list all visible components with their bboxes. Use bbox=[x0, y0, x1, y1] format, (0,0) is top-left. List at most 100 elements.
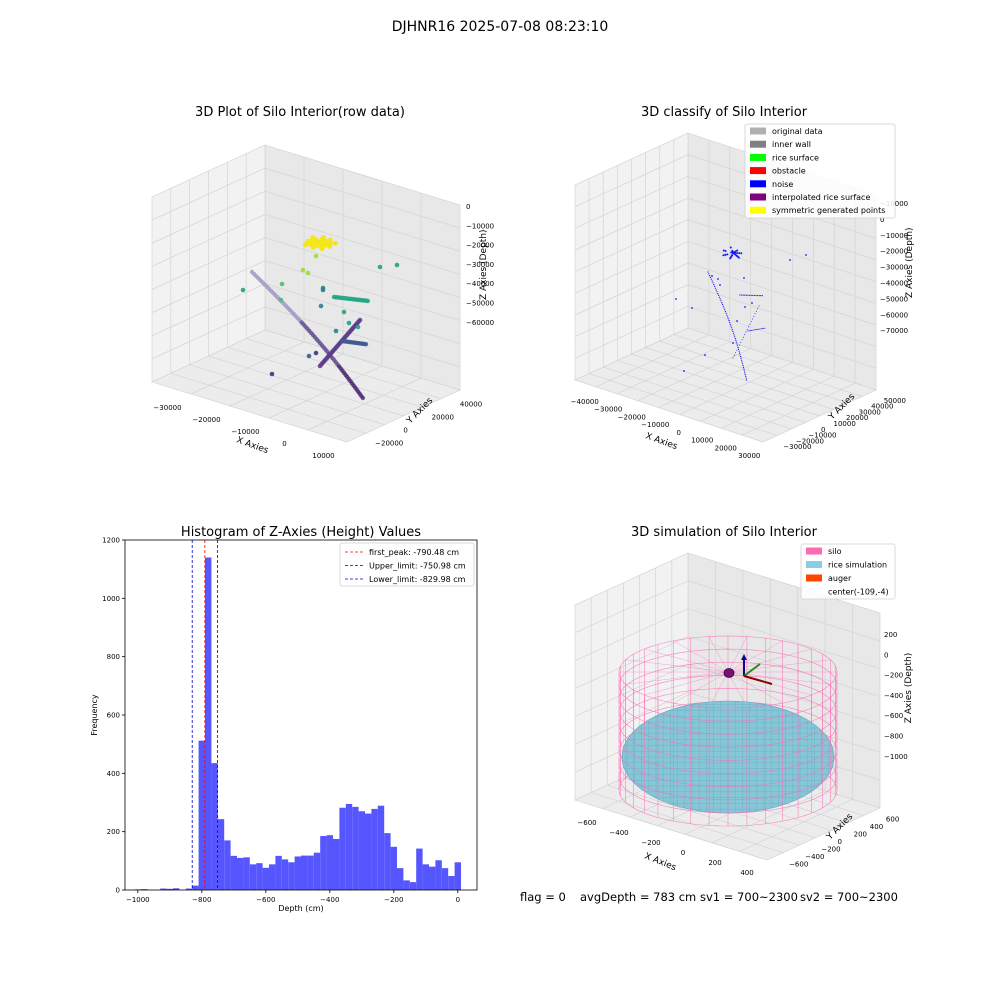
simulation-legend-label: auger bbox=[828, 574, 852, 583]
classify-legend-swatch bbox=[750, 193, 766, 201]
histogram-bar bbox=[211, 763, 218, 890]
raw-3d-point bbox=[346, 320, 352, 326]
histogram-bar bbox=[371, 808, 378, 890]
raw-3d-point bbox=[300, 267, 306, 273]
floor-grid-line bbox=[616, 341, 730, 395]
simulation-3d-z-ticks: 200 0 −200 −400 −600 −800 −1000 bbox=[884, 631, 908, 761]
raw-3d-x-ticks: −30000 −20000 −10000 0 10000 bbox=[153, 404, 334, 460]
classify-3d-point bbox=[750, 294, 752, 296]
histogram-bar bbox=[358, 811, 365, 890]
classify-3d-point bbox=[718, 294, 720, 296]
histogram-bar bbox=[403, 880, 410, 890]
histogram-bar bbox=[281, 859, 289, 890]
classify-3d-point bbox=[736, 349, 738, 351]
raw-3d-point bbox=[363, 342, 369, 347]
histogram-bar bbox=[416, 848, 423, 890]
classify-3d-point bbox=[747, 294, 749, 296]
classify-3d-point bbox=[709, 275, 711, 277]
classify-3d-point bbox=[755, 310, 757, 312]
raw-3d-point bbox=[302, 242, 309, 248]
classify-3d-x-tick-label: 10000 bbox=[691, 437, 713, 445]
classify-3d-point bbox=[734, 338, 736, 340]
floor-grid-line bbox=[617, 360, 806, 423]
classify-3d-point bbox=[805, 254, 807, 256]
classify-3d-point bbox=[745, 379, 748, 381]
classify-3d-point bbox=[747, 330, 749, 332]
floor-grid-line bbox=[631, 353, 820, 417]
classify-3d-plot: 3D classify of Silo Interior −40000−3000… bbox=[571, 105, 915, 460]
classify-3d-point bbox=[724, 311, 727, 313]
simulation-3d-z-tick-label: −400 bbox=[884, 692, 903, 700]
histogram-reference-lines bbox=[191, 540, 218, 890]
wall-grid-line bbox=[574, 608, 881, 670]
classify-3d-point bbox=[751, 302, 753, 304]
classify-3d-y-tick-label: −10000 bbox=[808, 432, 836, 440]
classify-3d-point bbox=[716, 291, 718, 293]
histogram-y-tick-label: 1000 bbox=[102, 595, 120, 603]
histogram-bar bbox=[333, 838, 340, 890]
histogram-bar bbox=[409, 882, 417, 890]
classify-3d-point bbox=[735, 339, 737, 341]
histogram-bar bbox=[326, 835, 333, 890]
classify-3d-point bbox=[761, 328, 763, 330]
silo-ring bbox=[618, 763, 838, 801]
simulation-legend-label: rice simulation bbox=[828, 561, 887, 570]
classify-3d-point bbox=[734, 336, 736, 338]
silo-ring bbox=[618, 750, 838, 787]
classify-3d-point bbox=[757, 308, 759, 310]
raw-3d-point bbox=[326, 243, 333, 249]
floor-grid-line bbox=[679, 362, 793, 415]
classify-legend-label: symmetric generated points bbox=[772, 206, 885, 215]
histogram-legend-frame bbox=[339, 542, 475, 587]
silo-roof-spoke bbox=[727, 640, 783, 673]
classify-3d-point bbox=[758, 305, 760, 307]
histogram-bar bbox=[313, 852, 321, 890]
simulation-3d-x-tick-label: −200 bbox=[641, 839, 660, 847]
simulation-legend-swatch bbox=[806, 561, 822, 568]
classify-3d-point bbox=[737, 256, 740, 259]
classify-3d-y-tick-label: −30000 bbox=[783, 443, 811, 451]
wall-grid-line bbox=[574, 580, 881, 642]
histogram-bar bbox=[307, 855, 314, 890]
simulation-3d-z-tick-label: 0 bbox=[884, 651, 888, 659]
silo-ring bbox=[618, 789, 838, 827]
raw-3d-point bbox=[360, 395, 366, 401]
raw-3d-point bbox=[394, 262, 400, 268]
histogram-x-tick-label: −200 bbox=[384, 896, 403, 904]
histogram-bar bbox=[205, 557, 212, 890]
silo-ring bbox=[618, 648, 838, 686]
silo-ring bbox=[618, 776, 838, 814]
raw-3d-point bbox=[278, 297, 284, 303]
histogram-bar bbox=[173, 888, 180, 890]
silo-roof-spoke bbox=[644, 671, 729, 696]
histogram-bar bbox=[243, 857, 250, 890]
classify-3d-point bbox=[737, 347, 739, 349]
silo-roof-spoke bbox=[673, 640, 729, 673]
classify-3d-point bbox=[731, 327, 733, 329]
histogram-y-tick-label: 1200 bbox=[102, 537, 120, 545]
classify-3d-point bbox=[758, 295, 760, 297]
histogram-bars bbox=[134, 557, 461, 890]
status-sv2: sv2 = 700~2300 bbox=[800, 890, 898, 904]
classify-3d-point bbox=[754, 329, 756, 331]
simulation-3d-z-tick-label: 200 bbox=[884, 631, 897, 639]
silo-ring bbox=[618, 635, 838, 673]
histogram-bar bbox=[269, 864, 276, 890]
classify-3d-point bbox=[717, 293, 719, 295]
silo-roof-spoke bbox=[644, 648, 729, 673]
classify-3d-point bbox=[704, 354, 706, 356]
classify-legend-label: inner wall bbox=[772, 140, 811, 149]
classify-3d-point bbox=[751, 329, 753, 331]
histogram-bar bbox=[390, 846, 397, 890]
classify-3d-point bbox=[757, 328, 759, 330]
silo-roof-spoke bbox=[727, 636, 748, 673]
classify-3d-point bbox=[739, 354, 741, 356]
classify-legend-frame bbox=[744, 123, 896, 219]
classify-3d-point bbox=[711, 280, 713, 282]
axis-arrow-x bbox=[743, 675, 773, 685]
histogram-bar bbox=[384, 833, 391, 890]
silo-ring bbox=[618, 698, 838, 735]
raw-3d-x-tick-label: −10000 bbox=[231, 428, 259, 436]
floor-grid-line bbox=[603, 366, 792, 430]
